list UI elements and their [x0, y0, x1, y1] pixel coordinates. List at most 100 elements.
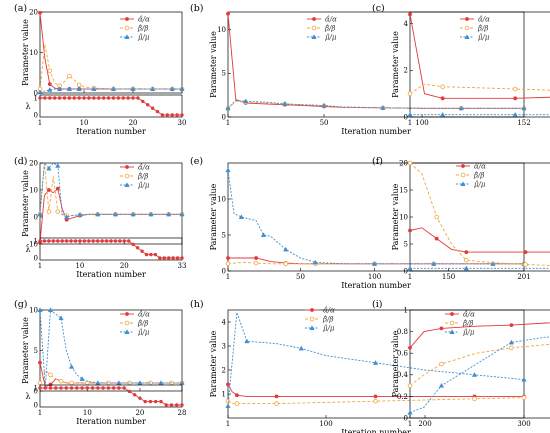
lambda-point: [59, 386, 63, 390]
legend-marker: [124, 34, 130, 40]
legend-entry: β̂/β: [473, 171, 484, 180]
series-line: [39, 44, 182, 90]
data-point: [407, 111, 413, 117]
plot-frame: [227, 11, 525, 118]
data-point: [471, 372, 478, 377]
x-axis-label: Iteration number: [76, 270, 146, 279]
data-point: [434, 214, 439, 220]
y-tick-label: 5: [34, 347, 38, 355]
legend-entry: α̂/α: [463, 310, 475, 319]
y-tick-label: 1: [404, 306, 408, 314]
lambda-point: [153, 252, 158, 257]
y-tick-label: 3: [222, 342, 226, 350]
data-point: [440, 96, 445, 101]
x-axis-label: Iteration number: [76, 417, 146, 426]
y-tick-label: 0: [222, 113, 226, 121]
data-point: [58, 378, 64, 384]
data-point: [472, 396, 477, 402]
lambda-point: [82, 96, 86, 100]
legend-marker: [124, 25, 130, 31]
lambda-point: [146, 103, 150, 107]
lambda-point: [69, 239, 73, 243]
series-line: [409, 322, 550, 349]
y-tick-label: 0: [404, 113, 408, 121]
lambda-point: [90, 386, 95, 390]
x-tick-label: 150: [442, 273, 455, 281]
legend-marker: [460, 172, 466, 178]
data-point: [226, 382, 230, 387]
data-point: [431, 261, 437, 266]
lambda-point: [77, 96, 81, 100]
y-tick-label: 0: [34, 89, 38, 97]
legend-entry: β̂/β: [322, 315, 333, 324]
data-point: [513, 96, 518, 101]
data-point: [523, 262, 528, 267]
data-point: [243, 98, 249, 104]
legend-marker: [309, 316, 315, 322]
data-point: [149, 86, 156, 91]
legend: α̂/αβ̂/βμ̂/μ: [445, 310, 475, 337]
lambda-point: [160, 113, 165, 117]
data-point: [91, 86, 97, 91]
lambda-point: [140, 249, 144, 253]
data-point: [37, 211, 43, 217]
series-line: [39, 161, 182, 218]
lambda-point: [143, 399, 147, 404]
data-point: [508, 339, 515, 345]
legend-entry: β̂/β: [137, 24, 148, 33]
plot-frame: [39, 162, 183, 245]
data-point: [110, 86, 117, 91]
legend-entry: μ̂/μ: [478, 33, 490, 42]
data-point: [55, 209, 61, 214]
legend: α̂/αβ̂/βμ̂/μ: [120, 163, 150, 190]
series: [37, 161, 185, 220]
lambda-point: [48, 386, 53, 390]
lambda-point: [43, 386, 47, 390]
data-point: [130, 211, 136, 217]
y-axis-label: Parameter value: [21, 317, 30, 384]
lambda-point: [111, 96, 116, 100]
legend-entry: μ̂/μ: [463, 328, 475, 337]
lambda-point: [158, 256, 162, 260]
data-point: [225, 261, 231, 267]
lambda-axis-label: λ: [25, 102, 30, 111]
legend-marker: [310, 308, 314, 312]
data-point: [76, 82, 82, 88]
series: [37, 370, 185, 386]
lambda-point: [116, 96, 121, 100]
lambda-point: [154, 399, 158, 404]
series-line: [409, 83, 550, 95]
data-point: [68, 363, 75, 369]
legend-marker: [125, 17, 129, 21]
data-point: [55, 162, 61, 168]
data-point: [464, 250, 469, 255]
y-tick-label: 20: [29, 159, 38, 167]
y-tick-label: 10: [29, 306, 38, 314]
data-point: [440, 111, 446, 117]
lambda-point: [75, 386, 79, 390]
lambda-axis-label: λ: [25, 392, 30, 401]
data-point: [55, 186, 60, 191]
lambda-point: [104, 239, 109, 243]
data-point: [439, 361, 444, 367]
y-axis-label: Parameter value: [21, 170, 30, 237]
series: [225, 98, 527, 111]
lambda-point: [155, 109, 160, 114]
y-tick-label: 1: [222, 390, 226, 398]
legend-marker: [312, 17, 316, 21]
lambda-axis-label: λ: [25, 245, 30, 254]
lambda-point: [80, 386, 84, 390]
data-point: [47, 87, 53, 92]
series-line: [227, 384, 524, 397]
legend-entry: μ̂/μ: [323, 324, 335, 333]
series: [407, 83, 550, 96]
panel-label: (f): [372, 156, 383, 167]
data-point: [225, 403, 231, 409]
y-tick-label: 10: [217, 26, 226, 34]
x-tick-label: 10: [83, 409, 92, 417]
lambda-point: [97, 96, 101, 100]
lambda-point: [92, 96, 96, 100]
y-axis-label: Parameter value: [391, 330, 400, 397]
legend-marker: [449, 320, 455, 326]
lambda-point: [43, 96, 47, 100]
